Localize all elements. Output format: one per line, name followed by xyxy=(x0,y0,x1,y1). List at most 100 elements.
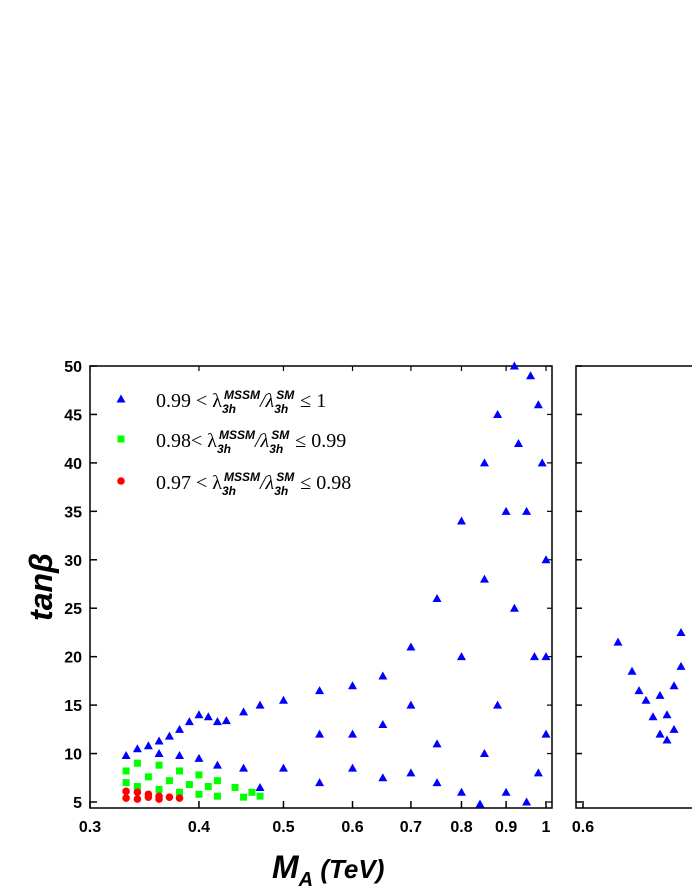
right-scatter-point xyxy=(627,666,637,675)
left-x-tick-label: 0.3 xyxy=(79,819,101,836)
scatter-point-series-1 xyxy=(122,779,130,787)
scatter-point-series-2 xyxy=(122,794,130,802)
x-axis-label: MA (TeV) xyxy=(272,849,384,891)
right-scatter-point xyxy=(669,724,679,733)
legend-label-0: 0.99 < λ3hMSSM/λ3hSM ≤ 1 xyxy=(156,388,326,416)
scatter-point-series-0 xyxy=(315,778,325,787)
left-y-tick-label: 30 xyxy=(64,553,82,570)
scatter-point-series-0 xyxy=(378,719,388,728)
left-ticks xyxy=(89,365,552,808)
left-plot-frame xyxy=(89,365,553,809)
scatter-point-series-0 xyxy=(432,778,442,787)
scatter-point-series-0 xyxy=(456,516,466,525)
right-x-tick-label: 0.6 xyxy=(572,819,594,836)
scatter-point-series-0 xyxy=(212,760,222,769)
left-y-tick-label: 20 xyxy=(64,650,82,667)
right-scatter-point xyxy=(676,627,686,636)
scatter-point-series-0 xyxy=(239,707,249,716)
right-scatter-point xyxy=(613,637,623,646)
scatter-point-series-0 xyxy=(406,768,416,777)
scatter-point-series-1 xyxy=(213,792,221,800)
scatter-point-series-0 xyxy=(456,652,466,661)
legend-label-2: 0.97 < λ3hMSSM/λ3hSM ≤ 0.98 xyxy=(156,470,351,498)
scatter-point-series-0 xyxy=(541,729,551,738)
scatter-point-series-2 xyxy=(155,795,163,803)
scatter-point-series-1 xyxy=(133,759,141,767)
scatter-point-series-0 xyxy=(479,749,489,758)
scatter-point-series-0 xyxy=(493,700,503,709)
legend-marker-2 xyxy=(117,477,125,485)
scatter-point-series-0 xyxy=(493,409,503,418)
scatter-point-series-1 xyxy=(195,771,203,779)
scatter-point-series-0 xyxy=(348,681,358,690)
scatter-point-series-1 xyxy=(240,793,248,801)
legend: 0.99 < λ3hMSSM/λ3hSM ≤ 1 0.98< λ3hMSSM/λ3h… xyxy=(116,388,351,498)
scatter-point-series-0 xyxy=(255,782,265,791)
right-x-tick-labels: 0.6 xyxy=(572,819,594,836)
left-scatter-points xyxy=(121,361,551,808)
scatter-point-series-0 xyxy=(184,717,194,726)
scatter-point-series-0 xyxy=(456,787,466,796)
right-scatter-point xyxy=(641,695,651,704)
scatter-point-series-2 xyxy=(144,793,153,801)
scatter-point-series-0 xyxy=(537,458,547,467)
legend-marker-0 xyxy=(116,394,126,403)
scatter-point-series-0 xyxy=(533,768,543,777)
scatter-point-series-0 xyxy=(509,603,519,612)
right-scatter-point xyxy=(669,681,679,690)
left-y-tick-label: 25 xyxy=(64,601,82,618)
right-scatter-point xyxy=(655,729,665,738)
left-y-tick-label: 5 xyxy=(73,795,82,812)
left-x-tick-label: 0.9 xyxy=(495,819,517,836)
scatter-point-series-1 xyxy=(185,781,193,789)
scatter-point-series-0 xyxy=(501,506,511,515)
scatter-point-series-0 xyxy=(132,744,142,753)
scatter-point-series-0 xyxy=(154,736,164,745)
scatter-point-series-1 xyxy=(195,790,203,798)
left-y-tick-label: 45 xyxy=(64,407,82,424)
scatter-point-series-2 xyxy=(175,794,184,802)
left-x-tick-label: 0.4 xyxy=(188,819,210,836)
scatter-point-series-0 xyxy=(255,700,265,709)
scatter-point-series-2 xyxy=(165,793,174,801)
left-x-tick-label: 0.5 xyxy=(272,819,294,836)
right-ticks xyxy=(576,365,584,808)
scatter-point-series-2 xyxy=(133,788,142,797)
right-plot-frame xyxy=(575,365,692,809)
scatter-point-series-1 xyxy=(176,788,184,796)
left-panel: 0.3 0.4 0.5 0.6 0.7 0.8 0.9 1 5 10 15 20 25 30 35 40 45… xyxy=(64,359,553,836)
scatter-point-series-1 xyxy=(176,767,184,775)
scatter-point-series-1 xyxy=(122,767,130,775)
left-x-tick-label: 0.7 xyxy=(400,819,422,836)
scatter-point-series-0 xyxy=(221,716,231,725)
scatter-point-series-0 xyxy=(509,361,519,370)
scatter-point-series-0 xyxy=(501,787,511,796)
scatter-point-series-0 xyxy=(378,773,388,782)
scatter-point-series-1 xyxy=(204,782,212,790)
left-y-tick-label: 10 xyxy=(64,747,82,764)
scatter-point-series-1 xyxy=(165,777,173,785)
right-scatter-point xyxy=(662,735,672,744)
legend-marker-1 xyxy=(117,435,125,443)
scatter-point-series-2 xyxy=(122,787,130,796)
scatter-point-series-0 xyxy=(522,797,532,806)
scatter-point-series-0 xyxy=(315,686,325,695)
scatter-point-series-0 xyxy=(479,458,489,467)
scatter-point-series-0 xyxy=(432,594,442,603)
legend-label-1: 0.98< λ3hMSSM/λ3hSM ≤ 0.99 xyxy=(156,428,346,456)
scatter-point-series-1 xyxy=(144,773,152,781)
left-x-tick-label: 0.8 xyxy=(450,819,472,836)
scatter-point-series-0 xyxy=(212,717,222,726)
scatter-point-series-0 xyxy=(541,555,551,564)
scatter-point-series-0 xyxy=(348,763,358,772)
scatter-point-series-1 xyxy=(231,783,239,791)
right-scatter-point xyxy=(662,710,672,719)
left-y-tick-label: 40 xyxy=(64,456,82,473)
scatter-point-series-0 xyxy=(432,739,442,748)
left-y-tick-label: 35 xyxy=(64,504,82,521)
scatter-point-series-0 xyxy=(533,400,543,409)
left-y-tick-labels: 5 10 15 20 25 30 35 40 45 50 xyxy=(64,359,82,812)
right-scatter-point xyxy=(634,686,644,695)
scatter-point-series-0 xyxy=(406,700,416,709)
